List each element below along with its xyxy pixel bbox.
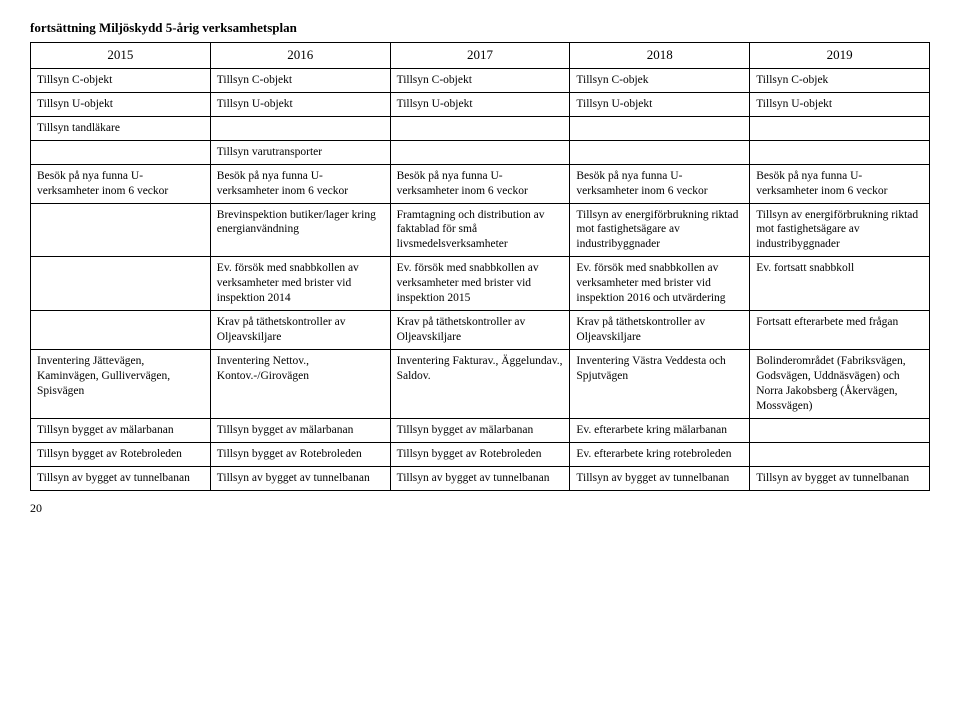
- table-cell: Fortsatt efterarbete med frågan: [750, 311, 930, 350]
- table-row: Tillsyn av bygget av tunnelbananTillsyn …: [31, 466, 930, 490]
- table-cell: Tillsyn av energiförbrukning riktad mot …: [750, 203, 930, 257]
- table-row: Tillsyn varutransporter: [31, 140, 930, 164]
- table-cell: Ev. försök med snabbkollen av verksamhet…: [570, 257, 750, 311]
- document-title: fortsättning Miljöskydd 5-årig verksamhe…: [30, 20, 930, 36]
- table-row: Ev. försök med snabbkollen av verksamhet…: [31, 257, 930, 311]
- table-cell: Besök på nya funna U-verksamheter inom 6…: [570, 164, 750, 203]
- table-cell: Tillsyn U-objekt: [390, 92, 570, 116]
- table-cell: Tillsyn varutransporter: [210, 140, 390, 164]
- header-row: 2015 2016 2017 2018 2019: [31, 43, 930, 69]
- table-row: Tillsyn bygget av RotebroledenTillsyn by…: [31, 442, 930, 466]
- table-cell: Krav på täthetskontroller av Oljeavskilj…: [390, 311, 570, 350]
- table-row: Tillsyn C-objektTillsyn C-objektTillsyn …: [31, 68, 930, 92]
- table-cell: Tillsyn bygget av mälarbanan: [31, 418, 211, 442]
- table-cell: Tillsyn bygget av Rotebroleden: [210, 442, 390, 466]
- table-cell: [31, 257, 211, 311]
- table-cell: Tillsyn av bygget av tunnelbanan: [390, 466, 570, 490]
- table-cell: [31, 140, 211, 164]
- table-cell: Besök på nya funna U-verksamheter inom 6…: [750, 164, 930, 203]
- table-cell: Brevinspektion butiker/lager kring energ…: [210, 203, 390, 257]
- year-header-1: 2016: [210, 43, 390, 69]
- table-cell: [750, 442, 930, 466]
- table-row: Brevinspektion butiker/lager kring energ…: [31, 203, 930, 257]
- table-cell: Ev. efterarbete kring rotebroleden: [570, 442, 750, 466]
- table-cell: Tillsyn C-objek: [570, 68, 750, 92]
- table-cell: Tillsyn U-objekt: [570, 92, 750, 116]
- table-cell: Tillsyn bygget av Rotebroleden: [390, 442, 570, 466]
- page-number: 20: [30, 501, 930, 516]
- table-cell: Tillsyn U-objekt: [31, 92, 211, 116]
- table-cell: Tillsyn bygget av mälarbanan: [390, 418, 570, 442]
- table-cell: Tillsyn av bygget av tunnelbanan: [750, 466, 930, 490]
- table-cell: Tillsyn U-objekt: [210, 92, 390, 116]
- table-cell: Tillsyn av bygget av tunnelbanan: [210, 466, 390, 490]
- table-cell: Besök på nya funna U-verksamheter inom 6…: [390, 164, 570, 203]
- table-cell: Tillsyn av energiförbrukning riktad mot …: [570, 203, 750, 257]
- year-header-4: 2019: [750, 43, 930, 69]
- table-cell: [750, 116, 930, 140]
- table-cell: [750, 140, 930, 164]
- table-cell: Ev. försök med snabbkollen av verksamhet…: [390, 257, 570, 311]
- table-cell: Krav på täthetskontroller av Oljeavskilj…: [570, 311, 750, 350]
- table-cell: Ev. efterarbete kring mälarbanan: [570, 418, 750, 442]
- table-cell: Tillsyn av bygget av tunnelbanan: [570, 466, 750, 490]
- table-cell: Ev. fortsatt snabbkoll: [750, 257, 930, 311]
- table-cell: [570, 116, 750, 140]
- table-cell: Tillsyn C-objekt: [31, 68, 211, 92]
- table-row: Besök på nya funna U-verksamheter inom 6…: [31, 164, 930, 203]
- table-cell: Bolinderområdet (Fabriksvägen, Godsvägen…: [750, 350, 930, 419]
- table-cell: Inventering Nettov., Kontov.-/Girovägen: [210, 350, 390, 419]
- table-cell: Besök på nya funna U-verksamheter inom 6…: [210, 164, 390, 203]
- table-row: Tillsyn tandläkare: [31, 116, 930, 140]
- year-header-2: 2017: [390, 43, 570, 69]
- table-cell: [31, 311, 211, 350]
- table-row: Inventering Jättevägen, Kaminvägen, Gull…: [31, 350, 930, 419]
- table-cell: Inventering Jättevägen, Kaminvägen, Gull…: [31, 350, 211, 419]
- table-cell: Tillsyn av bygget av tunnelbanan: [31, 466, 211, 490]
- table-cell: Tillsyn C-objekt: [390, 68, 570, 92]
- table-cell: [390, 116, 570, 140]
- table-cell: [390, 140, 570, 164]
- table-cell: Krav på täthetskontroller av Oljeavskilj…: [210, 311, 390, 350]
- table-row: Tillsyn U-objektTillsyn U-objektTillsyn …: [31, 92, 930, 116]
- table-cell: Ev. försök med snabbkollen av verksamhet…: [210, 257, 390, 311]
- table-cell: Inventering Fakturav., Äggelundav., Sald…: [390, 350, 570, 419]
- table-cell: Tillsyn C-objek: [750, 68, 930, 92]
- plan-table: 2015 2016 2017 2018 2019 Tillsyn C-objek…: [30, 42, 930, 491]
- table-cell: Framtagning och distribution av faktabla…: [390, 203, 570, 257]
- table-cell: Besök på nya funna U-verksamheter inom 6…: [31, 164, 211, 203]
- table-row: Krav på täthetskontroller av Oljeavskilj…: [31, 311, 930, 350]
- table-cell: Tillsyn tandläkare: [31, 116, 211, 140]
- table-cell: Tillsyn bygget av mälarbanan: [210, 418, 390, 442]
- table-cell: Tillsyn U-objekt: [750, 92, 930, 116]
- table-cell: [210, 116, 390, 140]
- year-header-0: 2015: [31, 43, 211, 69]
- year-header-3: 2018: [570, 43, 750, 69]
- table-cell: [750, 418, 930, 442]
- table-cell: Inventering Västra Veddesta och Spjutväg…: [570, 350, 750, 419]
- table-row: Tillsyn bygget av mälarbananTillsyn bygg…: [31, 418, 930, 442]
- table-cell: [31, 203, 211, 257]
- table-cell: Tillsyn bygget av Rotebroleden: [31, 442, 211, 466]
- table-cell: [570, 140, 750, 164]
- table-cell: Tillsyn C-objekt: [210, 68, 390, 92]
